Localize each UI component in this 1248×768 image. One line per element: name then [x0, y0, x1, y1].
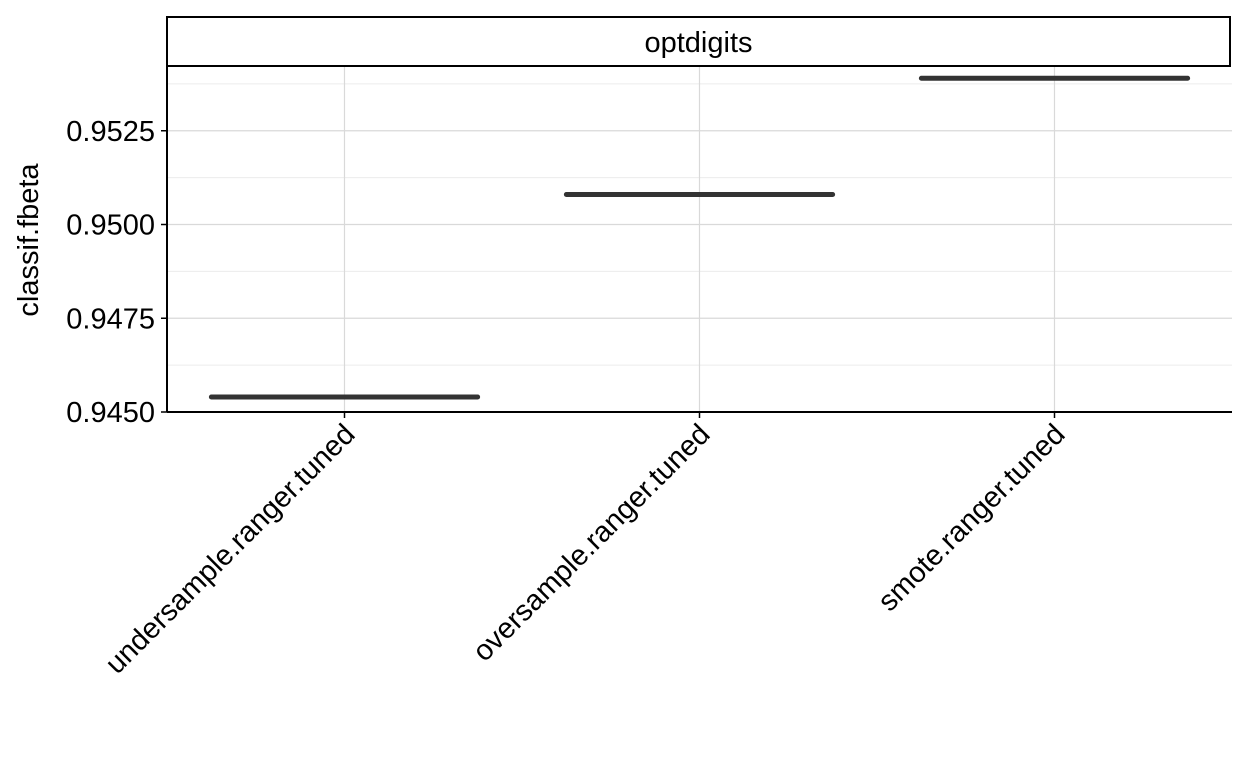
x-tick-label: smote.ranger.tuned [872, 418, 1071, 617]
y-tick-labels: 0.9450 0.9475 0.9500 0.9525 [66, 116, 167, 429]
y-tick-label: 0.9525 [66, 116, 155, 148]
grid-lines [167, 67, 1232, 413]
y-tick-label: 0.9475 [66, 303, 155, 335]
y-tick-label: 0.9450 [66, 397, 155, 429]
x-tick-label: oversample.ranger.tuned [467, 418, 716, 667]
chart-marks [208, 75, 1191, 400]
facet-label: optdigits [644, 27, 752, 59]
x-tick-label: undersample.ranger.tuned [99, 418, 361, 680]
y-axis-title: classif.fbeta [13, 163, 45, 317]
facet-strip-box [166, 16, 1231, 67]
facet-strip: optdigits [166, 16, 1231, 67]
y-tick-label: 0.9500 [66, 210, 155, 242]
x-tick-labels: undersample.ranger.tuned oversample.range… [99, 412, 1071, 680]
